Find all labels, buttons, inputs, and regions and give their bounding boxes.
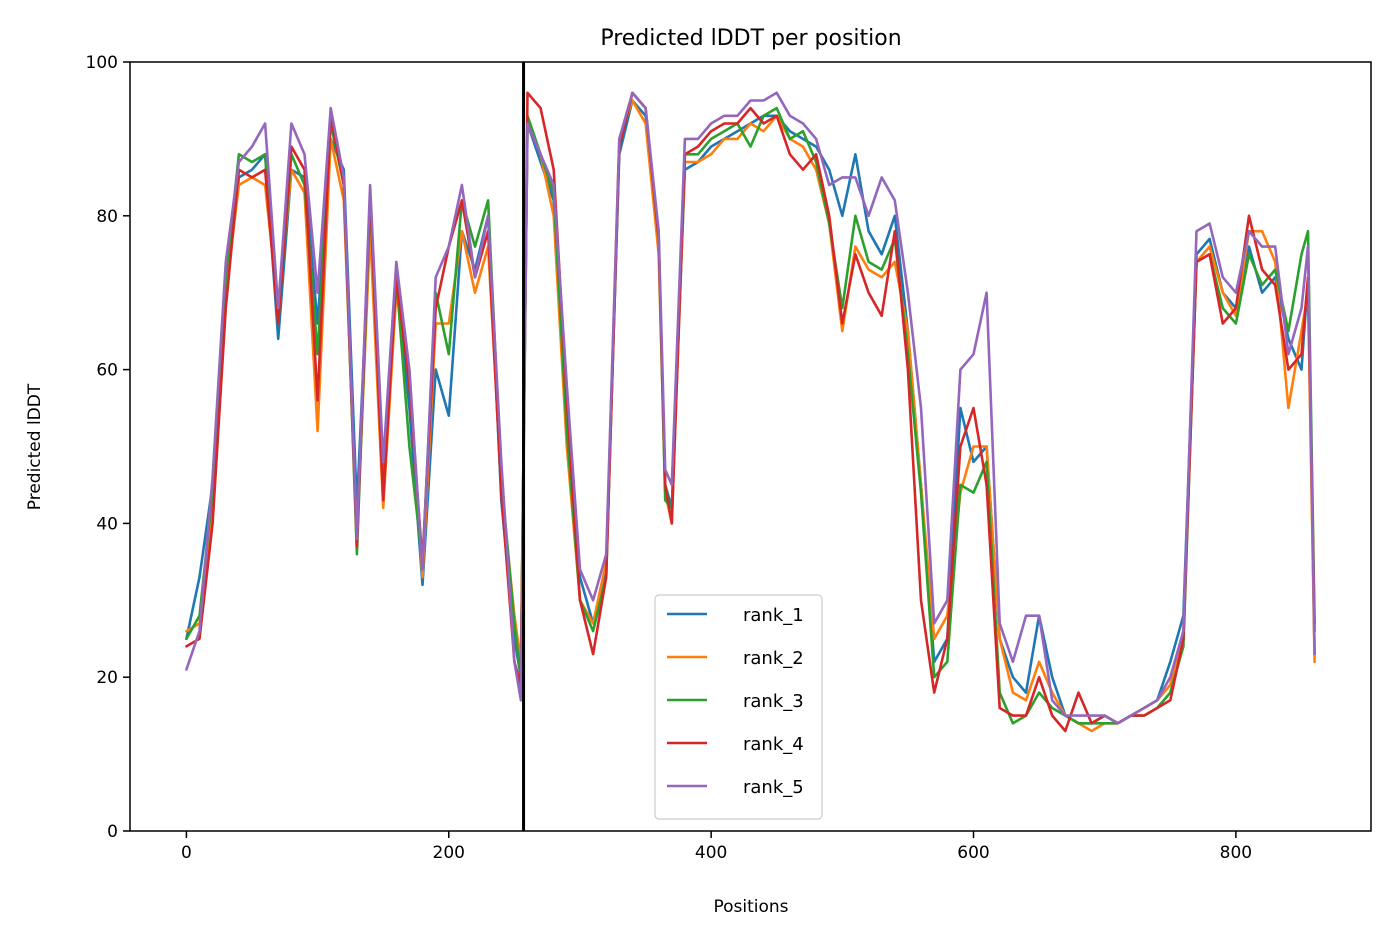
y-axis-ticks: 0 20 40 60 80 100 [86,53,130,842]
legend-label-rank_1: rank_1 [743,605,804,626]
x-tick-label: 0 [181,843,192,863]
x-axis-label: Positions [713,897,788,917]
plot-frame [129,61,1372,832]
x-tick-label: 400 [695,843,727,863]
legend-box [654,594,823,820]
x-tick-label: 800 [1220,843,1252,863]
y-axis-label: Predicted lDDT [25,383,45,510]
series-line-rank_5 [185,91,1316,725]
x-tick-label: 200 [433,843,465,863]
y-tick-label: 60 [96,361,118,381]
y-tick-label: 40 [96,514,118,534]
x-axis-ticks: 0 200 400 600 800 [181,831,1252,863]
legend-label-rank_2: rank_2 [743,648,804,669]
plot-area [185,62,1316,831]
y-tick-label: 0 [107,822,118,842]
legend-label-rank_5: rank_5 [743,777,804,798]
x-tick-label: 600 [957,843,989,863]
chart-title: Predicted lDDT per position [600,26,901,51]
legend-label-rank_3: rank_3 [743,691,804,712]
legend-label-rank_4: rank_4 [743,734,804,755]
y-tick-label: 20 [96,668,118,688]
legend: rank_1 rank_2 rank_3 rank_4 rank_5 [654,594,823,820]
y-tick-label: 80 [96,207,118,227]
y-tick-label: 100 [86,53,118,73]
